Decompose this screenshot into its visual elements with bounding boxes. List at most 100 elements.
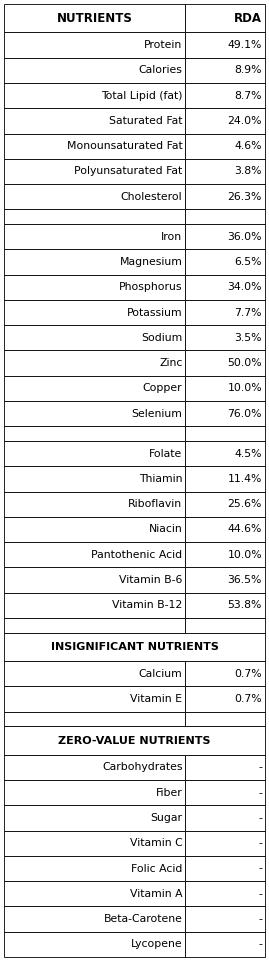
Bar: [185, 185, 265, 209]
Text: -: -: [258, 914, 262, 924]
Bar: [4, 4, 185, 33]
Text: Cholesterol: Cholesterol: [121, 191, 182, 202]
Bar: [4, 492, 185, 517]
Text: Polyunsaturated Fat: Polyunsaturated Fat: [74, 166, 182, 177]
Text: 6.5%: 6.5%: [235, 257, 262, 267]
Text: 0.7%: 0.7%: [234, 694, 262, 704]
Text: Sodium: Sodium: [141, 333, 182, 343]
Bar: [185, 466, 265, 492]
Bar: [4, 906, 185, 932]
Text: 26.3%: 26.3%: [228, 191, 262, 202]
Text: Protein: Protein: [144, 40, 182, 50]
Bar: [185, 427, 265, 441]
Text: -: -: [258, 788, 262, 798]
Text: 49.1%: 49.1%: [228, 40, 262, 50]
Text: INSIGNIFICANT NUTRIENTS: INSIGNIFICANT NUTRIENTS: [51, 642, 218, 652]
Text: 10.0%: 10.0%: [227, 383, 262, 393]
Bar: [185, 567, 265, 593]
Text: 3.5%: 3.5%: [235, 333, 262, 343]
Bar: [185, 830, 265, 856]
Text: 44.6%: 44.6%: [228, 525, 262, 534]
Bar: [4, 351, 185, 376]
Text: 8.9%: 8.9%: [235, 65, 262, 75]
Text: Lycopene: Lycopene: [131, 939, 182, 949]
Bar: [185, 686, 265, 712]
Bar: [185, 249, 265, 275]
Bar: [4, 856, 185, 881]
Bar: [4, 932, 185, 957]
Bar: [4, 567, 185, 593]
Bar: [4, 134, 185, 159]
Bar: [185, 856, 265, 881]
Text: 24.0%: 24.0%: [228, 116, 262, 126]
Text: -: -: [258, 864, 262, 874]
Bar: [185, 780, 265, 805]
Bar: [4, 33, 185, 58]
Text: Sugar: Sugar: [150, 813, 182, 823]
Text: 25.6%: 25.6%: [228, 499, 262, 509]
Bar: [4, 632, 265, 661]
Bar: [4, 401, 185, 427]
Text: -: -: [258, 762, 262, 773]
Text: 11.4%: 11.4%: [228, 474, 262, 484]
Bar: [4, 754, 185, 780]
Text: 53.8%: 53.8%: [228, 601, 262, 610]
Text: Thiamin: Thiamin: [139, 474, 182, 484]
Text: -: -: [258, 889, 262, 899]
Text: 36.5%: 36.5%: [228, 575, 262, 585]
Bar: [185, 58, 265, 83]
Text: Magnesium: Magnesium: [119, 257, 182, 267]
Text: -: -: [258, 813, 262, 823]
Bar: [185, 492, 265, 517]
Text: Potassium: Potassium: [127, 308, 182, 317]
Text: 4.5%: 4.5%: [235, 449, 262, 458]
Text: NUTRIENTS: NUTRIENTS: [57, 12, 133, 25]
Text: Vitamin A: Vitamin A: [130, 889, 182, 899]
Text: 3.8%: 3.8%: [235, 166, 262, 177]
Text: Vitamin E: Vitamin E: [130, 694, 182, 704]
Text: Phosphorus: Phosphorus: [119, 283, 182, 292]
Bar: [4, 517, 185, 542]
Text: 10.0%: 10.0%: [227, 550, 262, 559]
Text: Copper: Copper: [143, 383, 182, 393]
Bar: [185, 109, 265, 134]
Bar: [4, 159, 185, 185]
Bar: [4, 300, 185, 325]
Bar: [185, 712, 265, 727]
Bar: [4, 325, 185, 351]
Bar: [185, 881, 265, 906]
Bar: [185, 159, 265, 185]
Bar: [185, 441, 265, 466]
Bar: [4, 593, 185, 618]
Bar: [4, 805, 185, 830]
Text: 8.7%: 8.7%: [235, 90, 262, 101]
Bar: [185, 401, 265, 427]
Text: 4.6%: 4.6%: [235, 141, 262, 151]
Text: Zinc: Zinc: [159, 358, 182, 368]
Bar: [4, 661, 185, 686]
Bar: [185, 593, 265, 618]
Text: Beta-Carotene: Beta-Carotene: [104, 914, 182, 924]
Bar: [4, 427, 185, 441]
Text: 7.7%: 7.7%: [235, 308, 262, 317]
Text: Calcium: Calcium: [139, 669, 182, 678]
Text: Selenium: Selenium: [132, 408, 182, 419]
Bar: [185, 275, 265, 300]
Text: -: -: [258, 838, 262, 849]
Bar: [185, 300, 265, 325]
Bar: [185, 517, 265, 542]
Text: 0.7%: 0.7%: [234, 669, 262, 678]
Bar: [185, 134, 265, 159]
Text: Vitamin B-6: Vitamin B-6: [119, 575, 182, 585]
Bar: [4, 109, 185, 134]
Text: Pantothenic Acid: Pantothenic Acid: [91, 550, 182, 559]
Text: ZERO-VALUE NUTRIENTS: ZERO-VALUE NUTRIENTS: [58, 735, 211, 746]
Bar: [185, 906, 265, 932]
Text: Riboflavin: Riboflavin: [128, 499, 182, 509]
Text: 76.0%: 76.0%: [228, 408, 262, 419]
Text: 34.0%: 34.0%: [228, 283, 262, 292]
Bar: [185, 351, 265, 376]
Bar: [185, 224, 265, 249]
Text: Fiber: Fiber: [156, 788, 182, 798]
Bar: [4, 618, 185, 632]
